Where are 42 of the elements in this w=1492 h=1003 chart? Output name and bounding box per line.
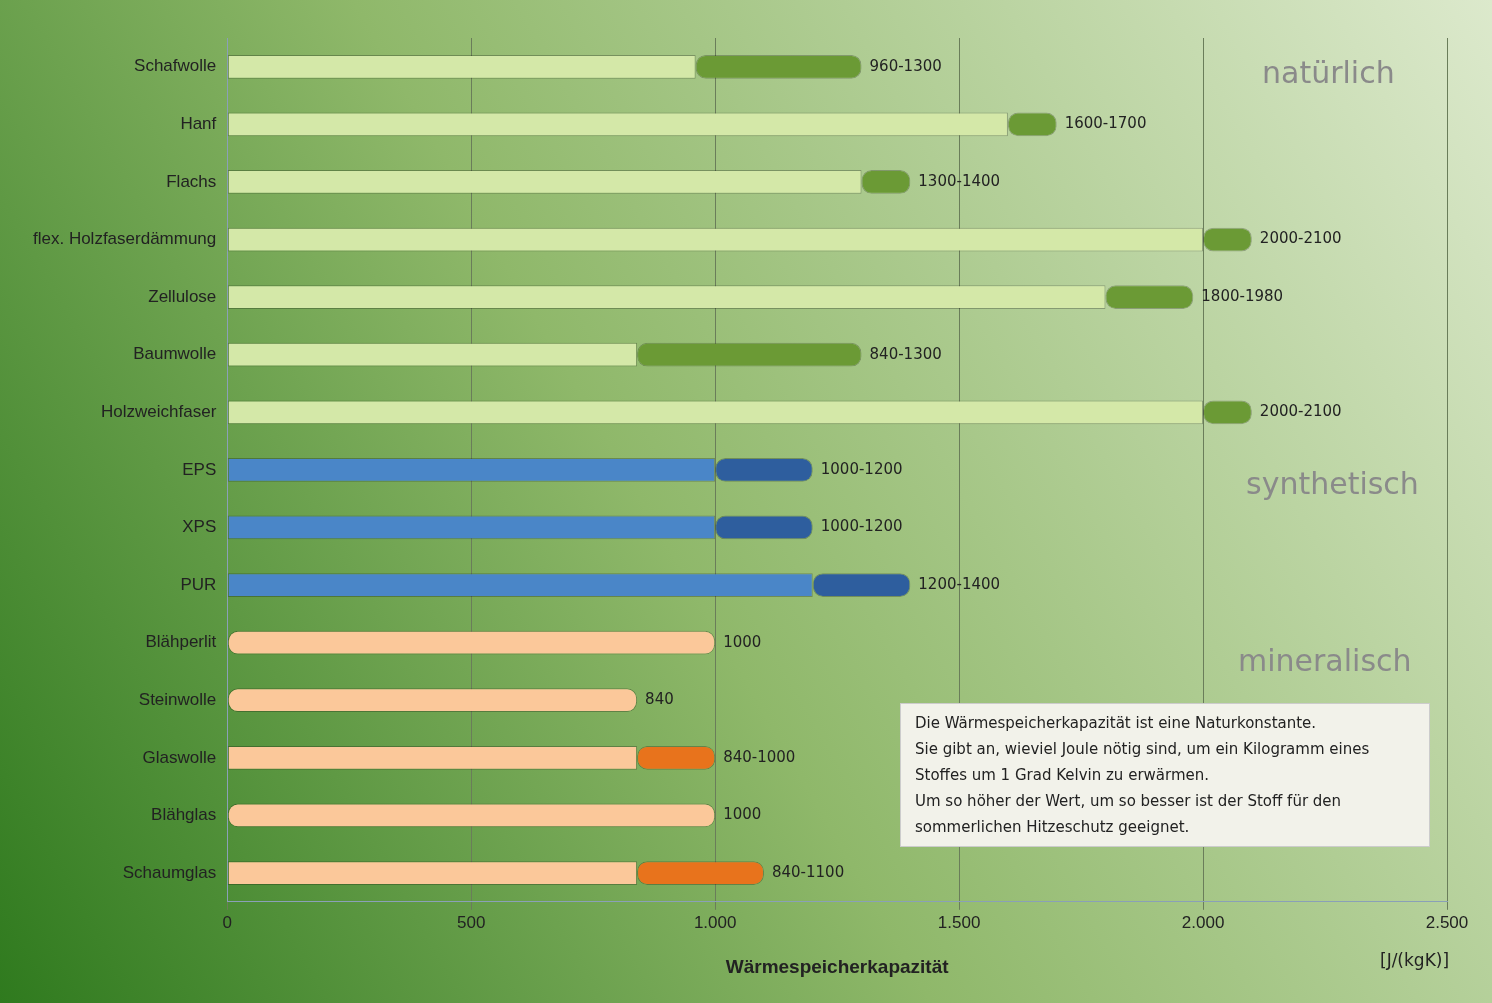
annotation: natürlich xyxy=(1262,55,1395,90)
data-label: 1600-1700 xyxy=(1064,114,1147,133)
data-label: 840-1300 xyxy=(869,344,942,363)
data-label: 1200-1400 xyxy=(918,574,1001,593)
y-tick-label: Steinwolle xyxy=(138,689,217,709)
data-label: 1000 xyxy=(723,632,762,651)
annotation: mineralisch xyxy=(1238,643,1412,678)
x-axis-title: Wärmespeicherkapazität xyxy=(725,955,950,977)
x-tick-label: 2.000 xyxy=(1181,912,1225,932)
data-label: 840-1000 xyxy=(723,747,796,766)
data-label: 1800-1980 xyxy=(1201,287,1284,306)
y-tick-label: Hanf xyxy=(180,114,217,134)
y-tick-label: Blähperlit xyxy=(145,632,217,652)
y-tick-label: Flachs xyxy=(166,171,217,191)
data-label: 2000-2100 xyxy=(1259,402,1342,421)
y-tick-label: Holzweichfaser xyxy=(101,402,217,421)
data-label: 840 xyxy=(645,690,674,709)
y-tick-label: Schafwolle xyxy=(134,56,217,76)
x-tick-label: 0 xyxy=(222,912,233,932)
data-label: 1000 xyxy=(723,805,762,824)
annotation: synthetisch xyxy=(1246,466,1419,501)
y-tick-label: Schaumglas xyxy=(122,862,217,882)
x-tick-label: 2.500 xyxy=(1425,912,1469,932)
y-tick-label: PUR xyxy=(180,574,217,594)
y-tick-label: Zellulose xyxy=(148,286,217,306)
data-label: 2000-2100 xyxy=(1259,229,1342,248)
data-label: 840-1100 xyxy=(771,862,845,881)
x-tick-label: 500 xyxy=(457,912,486,932)
y-tick-label: Glaswolle xyxy=(142,747,217,767)
x-tick-label: 1.000 xyxy=(693,912,737,932)
data-label: 960-1300 xyxy=(869,56,942,75)
data-label: 1000-1200 xyxy=(820,517,903,536)
y-tick-label: Blähglas xyxy=(151,805,217,825)
text: [J/(kgK)] xyxy=(1380,950,1450,970)
data-label: 1300-1400 xyxy=(918,171,1001,190)
y-tick-label: EPS xyxy=(182,459,217,479)
y-tick-label: XPS xyxy=(182,517,217,537)
x-tick-label: 1.500 xyxy=(937,912,981,932)
data-label: 1000-1200 xyxy=(820,459,903,478)
text-box: Die Wärmespeicherkapazität ist eine Naturkonstante. Sie gibt an, wieviel Joule nötig sind, um ein Kilogramm eines Stoffes um 1 Grad Kelvin zu erwärmen. Um so höher der Wert, um so besser ist der Stoff für den sommerlichen Hitzeschutz geeignet. xyxy=(900,703,1430,847)
y-tick-label: Baumwolle xyxy=(133,344,217,364)
y-tick-label: flex. Holzfaserdämmung xyxy=(32,229,217,249)
